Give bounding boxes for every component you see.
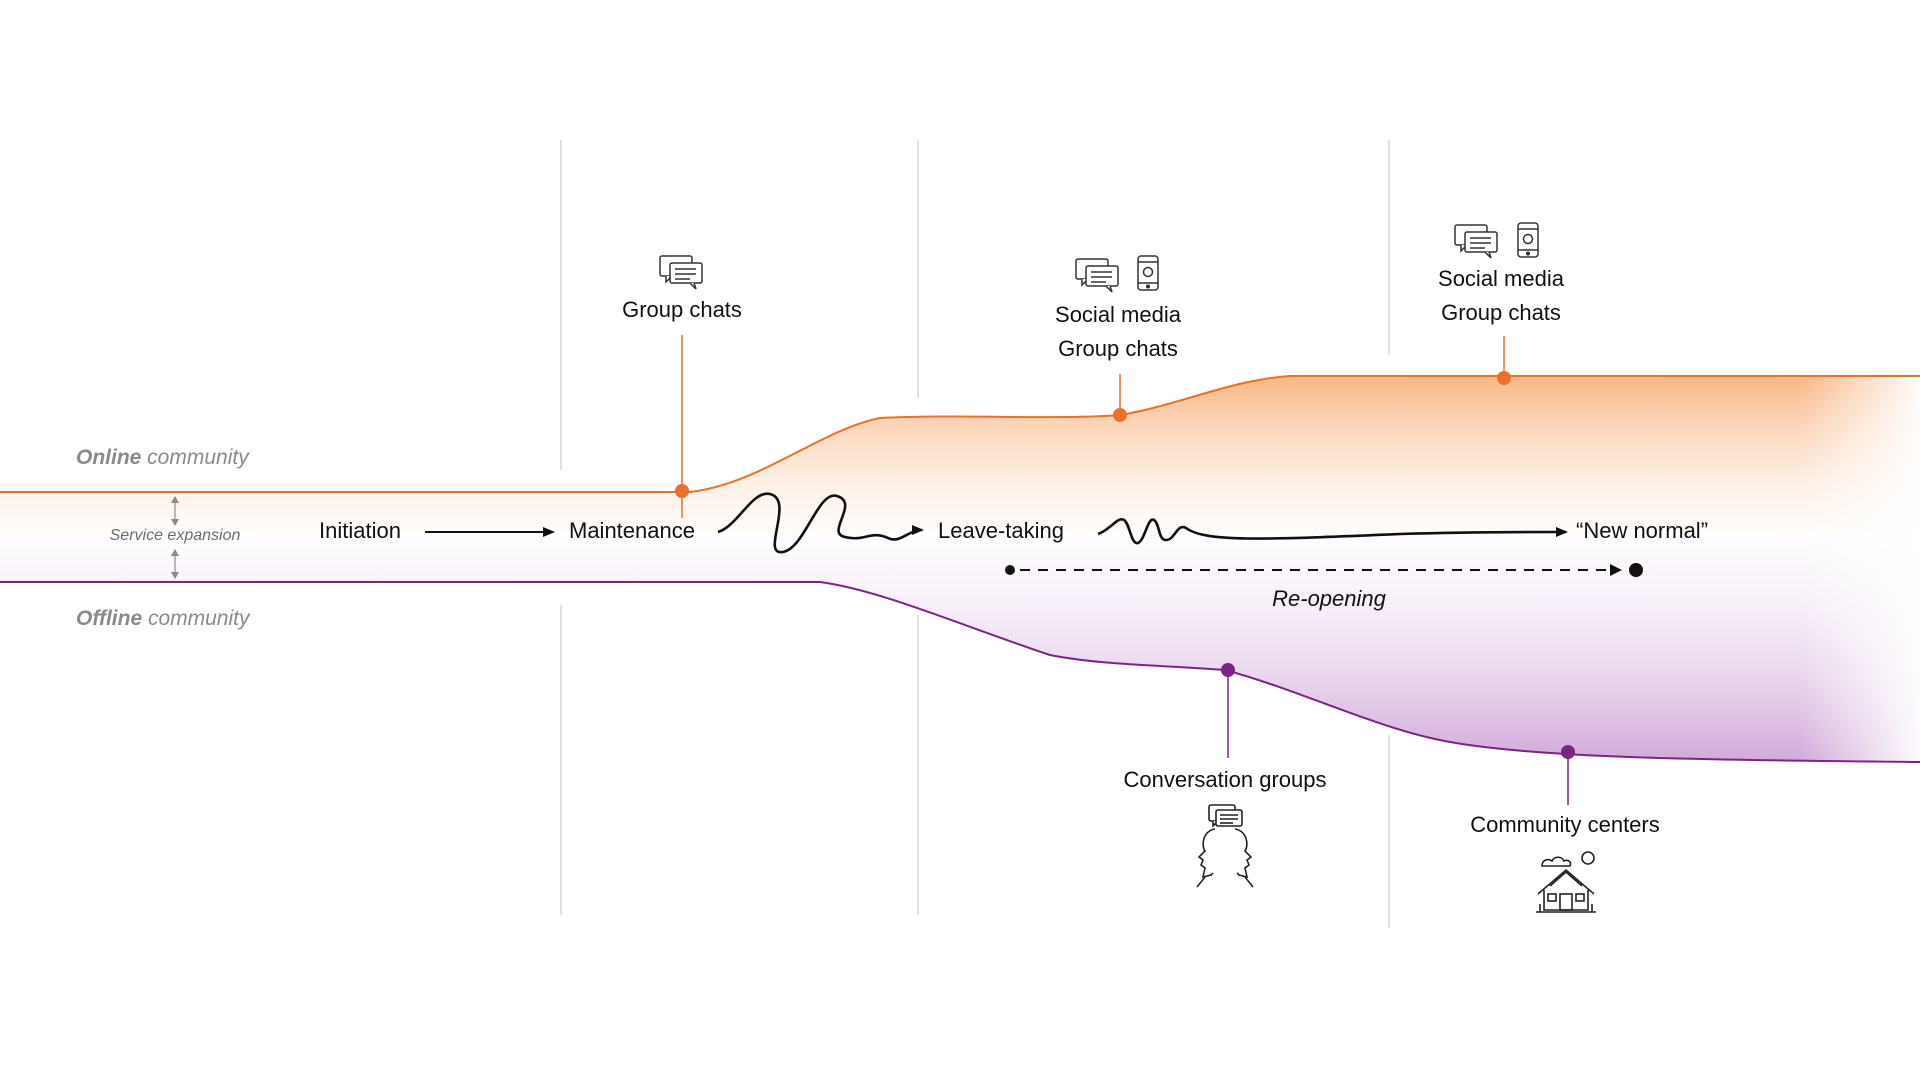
squiggle-arrow-maintenance-to-leave-taking [717,492,924,554]
offline-annotation-2-label: Community centers [1470,812,1660,837]
online-community-label: Online community [76,446,250,469]
offline-annotation-1-label: Conversation groups [1123,767,1326,792]
phase-dividers [560,140,1390,928]
online-annotation-2-label-line2: Group chats [1058,336,1178,361]
talking-faces-icon [1196,804,1254,888]
reopening-start-dot [1005,565,1015,575]
offline-band-fill [0,532,1920,762]
community-house-icon [1536,851,1596,913]
online-dot-3 [1497,371,1511,385]
chat-bubbles-icon [659,255,703,290]
reopening-label: Re-opening [1272,586,1387,611]
online-band-fill [0,376,1920,532]
offline-dot-2 [1561,745,1575,759]
online-line [0,375,1920,493]
offline-dot-1 [1221,663,1235,677]
online-dot-2 [1113,408,1127,422]
chat-bubbles-icon [1454,224,1498,259]
smartphone-icon [1517,222,1539,258]
online-annotation-2-label-line1: Social media [1055,302,1182,327]
online-dot-1 [675,484,689,498]
service-expansion-indicator [171,496,179,579]
online-annotation-1-label: Group chats [622,297,742,322]
offline-annotation-markers [1221,663,1575,805]
stage-initiation: Initiation [319,518,401,543]
online-annotation-markers [675,335,1511,518]
squiggle-arrow-leave-taking-to-new-normal [1097,518,1568,545]
online-annotation-3-label-line1: Social media [1438,266,1565,291]
smartphone-icon [1137,255,1159,291]
offline-line [0,581,1920,763]
online-annotation-3-label-line2: Group chats [1441,300,1561,325]
reopening-arrowhead [1610,564,1622,576]
chat-bubbles-icon [1075,258,1119,293]
band-fade-right [1800,360,1920,780]
reopening-arrow [1005,563,1643,577]
stage-maintenance: Maintenance [569,518,695,543]
stage-leave-taking: Leave-taking [938,518,1064,543]
stage-new-normal: “New normal” [1576,518,1708,543]
service-expansion-label: Service expansion [110,527,241,544]
offline-community-label: Offline community [76,607,251,630]
reopening-end-dot [1629,563,1643,577]
